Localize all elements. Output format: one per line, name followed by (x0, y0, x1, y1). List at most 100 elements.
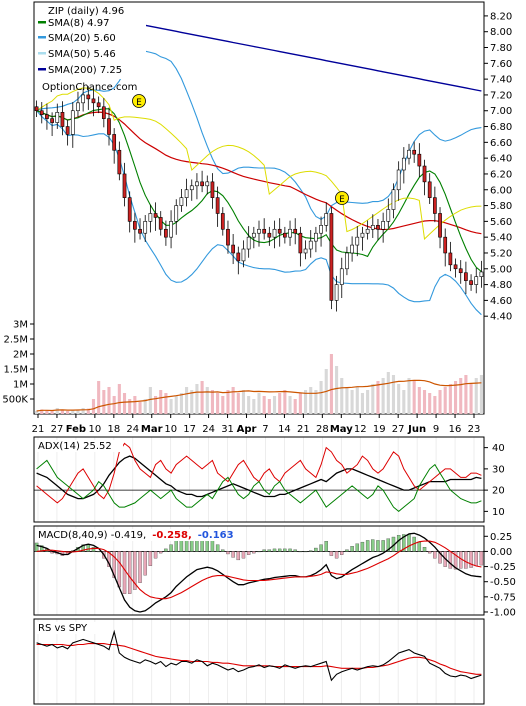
volume-bar (128, 399, 132, 414)
price-tick-label: 4.80 (490, 280, 512, 291)
volume-bar (55, 408, 59, 414)
x-tick-label: 14 (278, 424, 291, 435)
volume-bar (267, 399, 271, 414)
volume-bar (443, 387, 447, 414)
volume-bar (391, 375, 396, 414)
volume-bar (329, 354, 333, 414)
volume-bars (35, 354, 483, 414)
earnings-marker-label-1: E (136, 98, 142, 108)
candle-body (122, 173, 127, 198)
candle-body (458, 268, 463, 274)
macd-hist-bar (164, 548, 168, 552)
candle-body (396, 169, 401, 191)
adx-frame (33, 436, 485, 523)
volume-bar (221, 396, 225, 414)
macd-label-prefix: MACD(8,40,9) -0.419, (38, 530, 146, 541)
volume-bar (345, 387, 349, 414)
volume-bar (288, 396, 292, 414)
x-tick-label: 18 (107, 424, 120, 435)
macd-hist-bar (221, 549, 225, 552)
candle-body (112, 134, 117, 151)
candle-body (381, 221, 385, 230)
macd-hist-bar (81, 544, 85, 552)
candle-body (443, 236, 448, 254)
macd-hist-bar (169, 544, 173, 552)
volume-bar (355, 387, 359, 414)
macd-hist-bar (345, 549, 349, 552)
macd-hist-bar (288, 548, 292, 552)
macd-hist-bar (355, 543, 359, 552)
macd-hist-bar (402, 534, 406, 552)
rs-label: RS vs SPY (38, 623, 88, 634)
volume-bar (366, 390, 370, 414)
volume-bar (102, 390, 106, 414)
volume-tick-label: 3M (13, 320, 28, 331)
x-tick-label: 27 (51, 424, 64, 435)
candle-body (464, 272, 468, 281)
volume-bar (185, 387, 189, 414)
sma50-band-line (36, 87, 482, 241)
volume-bar (252, 399, 256, 414)
candle-body (479, 271, 484, 277)
x-tick-label: 24 (202, 424, 215, 435)
candle-body (101, 106, 106, 119)
macd-tick-label: -0.75 (490, 592, 516, 603)
macd-hist-bar (303, 551, 308, 553)
macd-hist-bar (427, 551, 432, 554)
price-tick-label: 8.20 (490, 11, 512, 22)
macd-hist-bar (174, 539, 178, 552)
candle-body (453, 264, 458, 270)
macd-hist-bar (314, 547, 318, 552)
price-tick-label: 4.60 (490, 296, 512, 307)
volume-bar (433, 396, 437, 414)
x-tick-label: 19 (373, 424, 386, 435)
candle-body (433, 197, 437, 214)
candle-body (257, 228, 261, 234)
candle-body (96, 102, 101, 108)
x-tick-label: 28 (316, 424, 329, 435)
macd-hist-bar (96, 551, 101, 553)
sma50-line (36, 110, 482, 235)
volume-bar (174, 396, 178, 414)
macd-hist-bar (396, 535, 401, 552)
macd-hist-bar (210, 540, 215, 552)
volume-bar (97, 381, 101, 414)
candle-body (189, 185, 194, 191)
volume-bar (360, 393, 364, 414)
candle-body (427, 181, 432, 198)
macd-hist-bar (127, 551, 132, 594)
macd-hist-bar (334, 551, 339, 559)
x-tick-label: 9 (433, 424, 439, 435)
x-tick-label: Apr (237, 424, 257, 435)
candle-body (158, 217, 163, 230)
macd-hist-bar (293, 549, 297, 552)
macd-tick-label: 0.00 (490, 547, 512, 558)
volume-tick-label: 2M (13, 350, 28, 361)
legend-sma50: SMA(50) 5.46 (48, 49, 116, 60)
macd-hist-bar (267, 549, 272, 552)
candle-body (303, 248, 308, 254)
volume-tick-label: 500K (2, 395, 28, 406)
candle-body (365, 228, 370, 234)
candle-body (107, 118, 111, 135)
volume-bar (200, 381, 204, 414)
macd-hist-bar (231, 551, 235, 558)
volume-bar (112, 396, 116, 414)
volume-bar (81, 408, 85, 414)
candle-body (251, 232, 256, 238)
rs-frame (33, 618, 485, 705)
candle-body (127, 197, 132, 222)
price-tick-label: 6.00 (490, 185, 512, 196)
macd-hist-bar (474, 551, 478, 566)
candle-body (39, 110, 44, 115)
candle-body (179, 197, 184, 206)
volume-bar (304, 390, 308, 414)
x-tick-label: Mar (141, 424, 163, 435)
volume-bar (474, 378, 478, 414)
candle-body (469, 280, 473, 285)
macd-hist-bar (479, 551, 484, 566)
macd-tick-label: 0.25 (490, 532, 512, 543)
volume-tick-label: 1M (13, 380, 28, 391)
chart-title: ZIP (daily) 4.96 (48, 6, 124, 17)
candle-body (205, 181, 210, 187)
